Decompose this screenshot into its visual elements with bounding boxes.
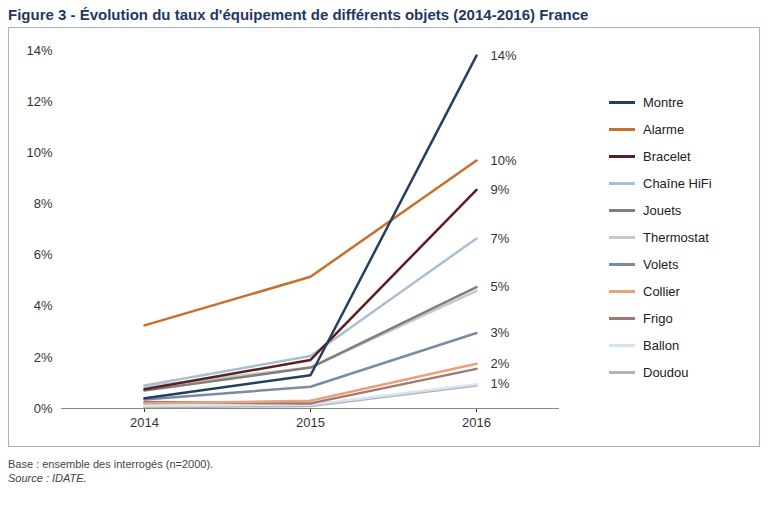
html-text:Alarme: Alarme xyxy=(643,121,685,137)
svg-text:2014: 2014 xyxy=(130,415,159,430)
svg-text:10%: 10% xyxy=(491,153,517,168)
html-text:Ballon: Ballon xyxy=(643,337,680,353)
html-text:Montre: Montre xyxy=(643,94,684,110)
svg-text:2016: 2016 xyxy=(462,415,491,430)
svg-text:14%: 14% xyxy=(26,43,52,58)
svg-text:0%: 0% xyxy=(34,401,53,416)
svg-text:6%: 6% xyxy=(34,247,53,262)
html-text:Bracelet: Bracelet xyxy=(643,148,691,164)
html-text:Chaîne HiFi: Chaîne HiFi xyxy=(643,175,712,191)
svg-text:5%: 5% xyxy=(491,279,510,294)
svg-text:8%: 8% xyxy=(34,196,53,211)
svg-text:2015: 2015 xyxy=(296,415,325,430)
html-text:Source : IDATE.: Source : IDATE. xyxy=(8,472,87,484)
svg-text:7%: 7% xyxy=(491,231,510,246)
svg-text:9%: 9% xyxy=(491,182,510,197)
svg-text:3%: 3% xyxy=(491,325,510,340)
svg-text:4%: 4% xyxy=(34,298,53,313)
html-text:Collier: Collier xyxy=(643,283,680,299)
svg-text:12%: 12% xyxy=(26,94,52,109)
html-text:Frigo: Frigo xyxy=(643,310,673,326)
svg-text:14%: 14% xyxy=(491,48,517,63)
html-text:Jouets: Jouets xyxy=(643,202,682,218)
html-text:Doudou: Doudou xyxy=(643,364,689,380)
html-text:Figure 3 - Évolution du taux d: Figure 3 - Évolution du taux d'équipemen… xyxy=(8,6,589,23)
svg-text:10%: 10% xyxy=(26,145,52,160)
svg-text:2%: 2% xyxy=(34,350,53,365)
svg-text:1%: 1% xyxy=(491,376,510,391)
html-text:Volets: Volets xyxy=(643,256,679,272)
html-text:Thermostat: Thermostat xyxy=(643,229,709,245)
html-text:Base : ensemble des interrogés: Base : ensemble des interrogés (n=2000). xyxy=(8,458,214,470)
svg-text:2%: 2% xyxy=(491,356,510,371)
